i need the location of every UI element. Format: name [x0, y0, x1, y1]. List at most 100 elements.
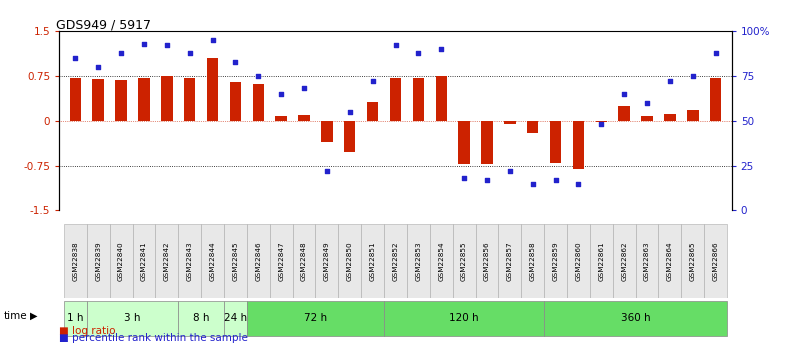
- Point: [664, 79, 676, 84]
- Point: [138, 41, 150, 46]
- Bar: [619, 106, 630, 121]
- Point: [206, 37, 219, 43]
- Text: GSM22839: GSM22839: [95, 241, 101, 281]
- Text: GSM22864: GSM22864: [667, 241, 673, 281]
- FancyBboxPatch shape: [87, 224, 110, 298]
- FancyBboxPatch shape: [64, 301, 87, 336]
- Bar: [138, 78, 149, 121]
- FancyBboxPatch shape: [87, 301, 178, 336]
- FancyBboxPatch shape: [544, 301, 727, 336]
- FancyBboxPatch shape: [224, 224, 247, 298]
- Point: [435, 46, 448, 52]
- FancyBboxPatch shape: [384, 224, 407, 298]
- Point: [252, 73, 265, 79]
- Text: 360 h: 360 h: [621, 313, 650, 323]
- Bar: [275, 116, 287, 121]
- Text: 24 h: 24 h: [224, 313, 247, 323]
- Bar: [550, 121, 562, 162]
- Text: ■ percentile rank within the sample: ■ percentile rank within the sample: [59, 333, 248, 343]
- Text: GSM22862: GSM22862: [621, 241, 627, 281]
- Bar: [206, 58, 218, 121]
- FancyBboxPatch shape: [178, 301, 224, 336]
- Text: GSM22852: GSM22852: [392, 241, 399, 281]
- Text: GSM22866: GSM22866: [713, 241, 719, 281]
- FancyBboxPatch shape: [704, 224, 727, 298]
- FancyBboxPatch shape: [270, 224, 293, 298]
- FancyBboxPatch shape: [247, 301, 384, 336]
- Bar: [161, 76, 172, 121]
- Point: [69, 55, 81, 61]
- Bar: [664, 114, 676, 121]
- FancyBboxPatch shape: [133, 224, 155, 298]
- Text: GSM22863: GSM22863: [644, 241, 650, 281]
- Point: [618, 91, 630, 97]
- FancyBboxPatch shape: [613, 224, 636, 298]
- Text: GSM22843: GSM22843: [187, 241, 193, 281]
- Text: GSM22856: GSM22856: [484, 241, 490, 281]
- Bar: [229, 82, 241, 121]
- FancyBboxPatch shape: [247, 224, 270, 298]
- Bar: [390, 78, 401, 121]
- FancyBboxPatch shape: [201, 224, 224, 298]
- Text: ▶: ▶: [30, 311, 37, 321]
- Bar: [436, 76, 447, 121]
- FancyBboxPatch shape: [293, 224, 316, 298]
- Text: GDS949 / 5917: GDS949 / 5917: [56, 18, 151, 31]
- FancyBboxPatch shape: [339, 224, 361, 298]
- FancyBboxPatch shape: [178, 224, 201, 298]
- FancyBboxPatch shape: [155, 224, 178, 298]
- Text: GSM22850: GSM22850: [346, 241, 353, 281]
- Point: [366, 79, 379, 84]
- FancyBboxPatch shape: [384, 301, 544, 336]
- Bar: [344, 121, 355, 152]
- Text: GSM22860: GSM22860: [575, 241, 581, 281]
- Bar: [252, 84, 264, 121]
- FancyBboxPatch shape: [407, 224, 430, 298]
- Text: GSM22857: GSM22857: [507, 241, 513, 281]
- Bar: [184, 78, 195, 121]
- Text: GSM22845: GSM22845: [233, 241, 238, 281]
- Text: GSM22858: GSM22858: [530, 241, 536, 281]
- Point: [412, 50, 425, 55]
- Text: GSM22853: GSM22853: [415, 241, 422, 281]
- Text: time: time: [4, 311, 28, 321]
- Bar: [459, 121, 470, 164]
- Text: GSM22851: GSM22851: [369, 241, 376, 281]
- Point: [549, 177, 562, 183]
- Bar: [573, 121, 585, 169]
- Point: [641, 100, 653, 106]
- Text: GSM22848: GSM22848: [301, 241, 307, 281]
- Bar: [70, 78, 81, 121]
- FancyBboxPatch shape: [658, 224, 681, 298]
- Text: 120 h: 120 h: [449, 313, 479, 323]
- FancyBboxPatch shape: [544, 224, 567, 298]
- Text: ■ log ratio: ■ log ratio: [59, 326, 115, 336]
- Point: [526, 181, 539, 186]
- Text: GSM22849: GSM22849: [324, 241, 330, 281]
- Point: [92, 64, 104, 70]
- Text: GSM22840: GSM22840: [118, 241, 124, 281]
- Point: [687, 73, 699, 79]
- Point: [115, 50, 127, 55]
- Text: GSM22846: GSM22846: [255, 241, 261, 281]
- Point: [504, 168, 517, 174]
- Text: GSM22855: GSM22855: [461, 241, 467, 281]
- FancyBboxPatch shape: [567, 224, 590, 298]
- Text: GSM22865: GSM22865: [690, 241, 696, 281]
- Point: [343, 109, 356, 115]
- Point: [161, 43, 173, 48]
- Bar: [367, 102, 378, 121]
- Point: [184, 50, 196, 55]
- Point: [595, 121, 607, 127]
- Text: GSM22842: GSM22842: [164, 241, 170, 281]
- Bar: [481, 121, 493, 164]
- Bar: [527, 121, 539, 133]
- FancyBboxPatch shape: [224, 301, 247, 336]
- Bar: [596, 121, 607, 122]
- Bar: [504, 121, 516, 124]
- FancyBboxPatch shape: [475, 224, 498, 298]
- Text: GSM22861: GSM22861: [598, 241, 604, 281]
- FancyBboxPatch shape: [590, 224, 613, 298]
- Point: [274, 91, 287, 97]
- Bar: [642, 116, 653, 121]
